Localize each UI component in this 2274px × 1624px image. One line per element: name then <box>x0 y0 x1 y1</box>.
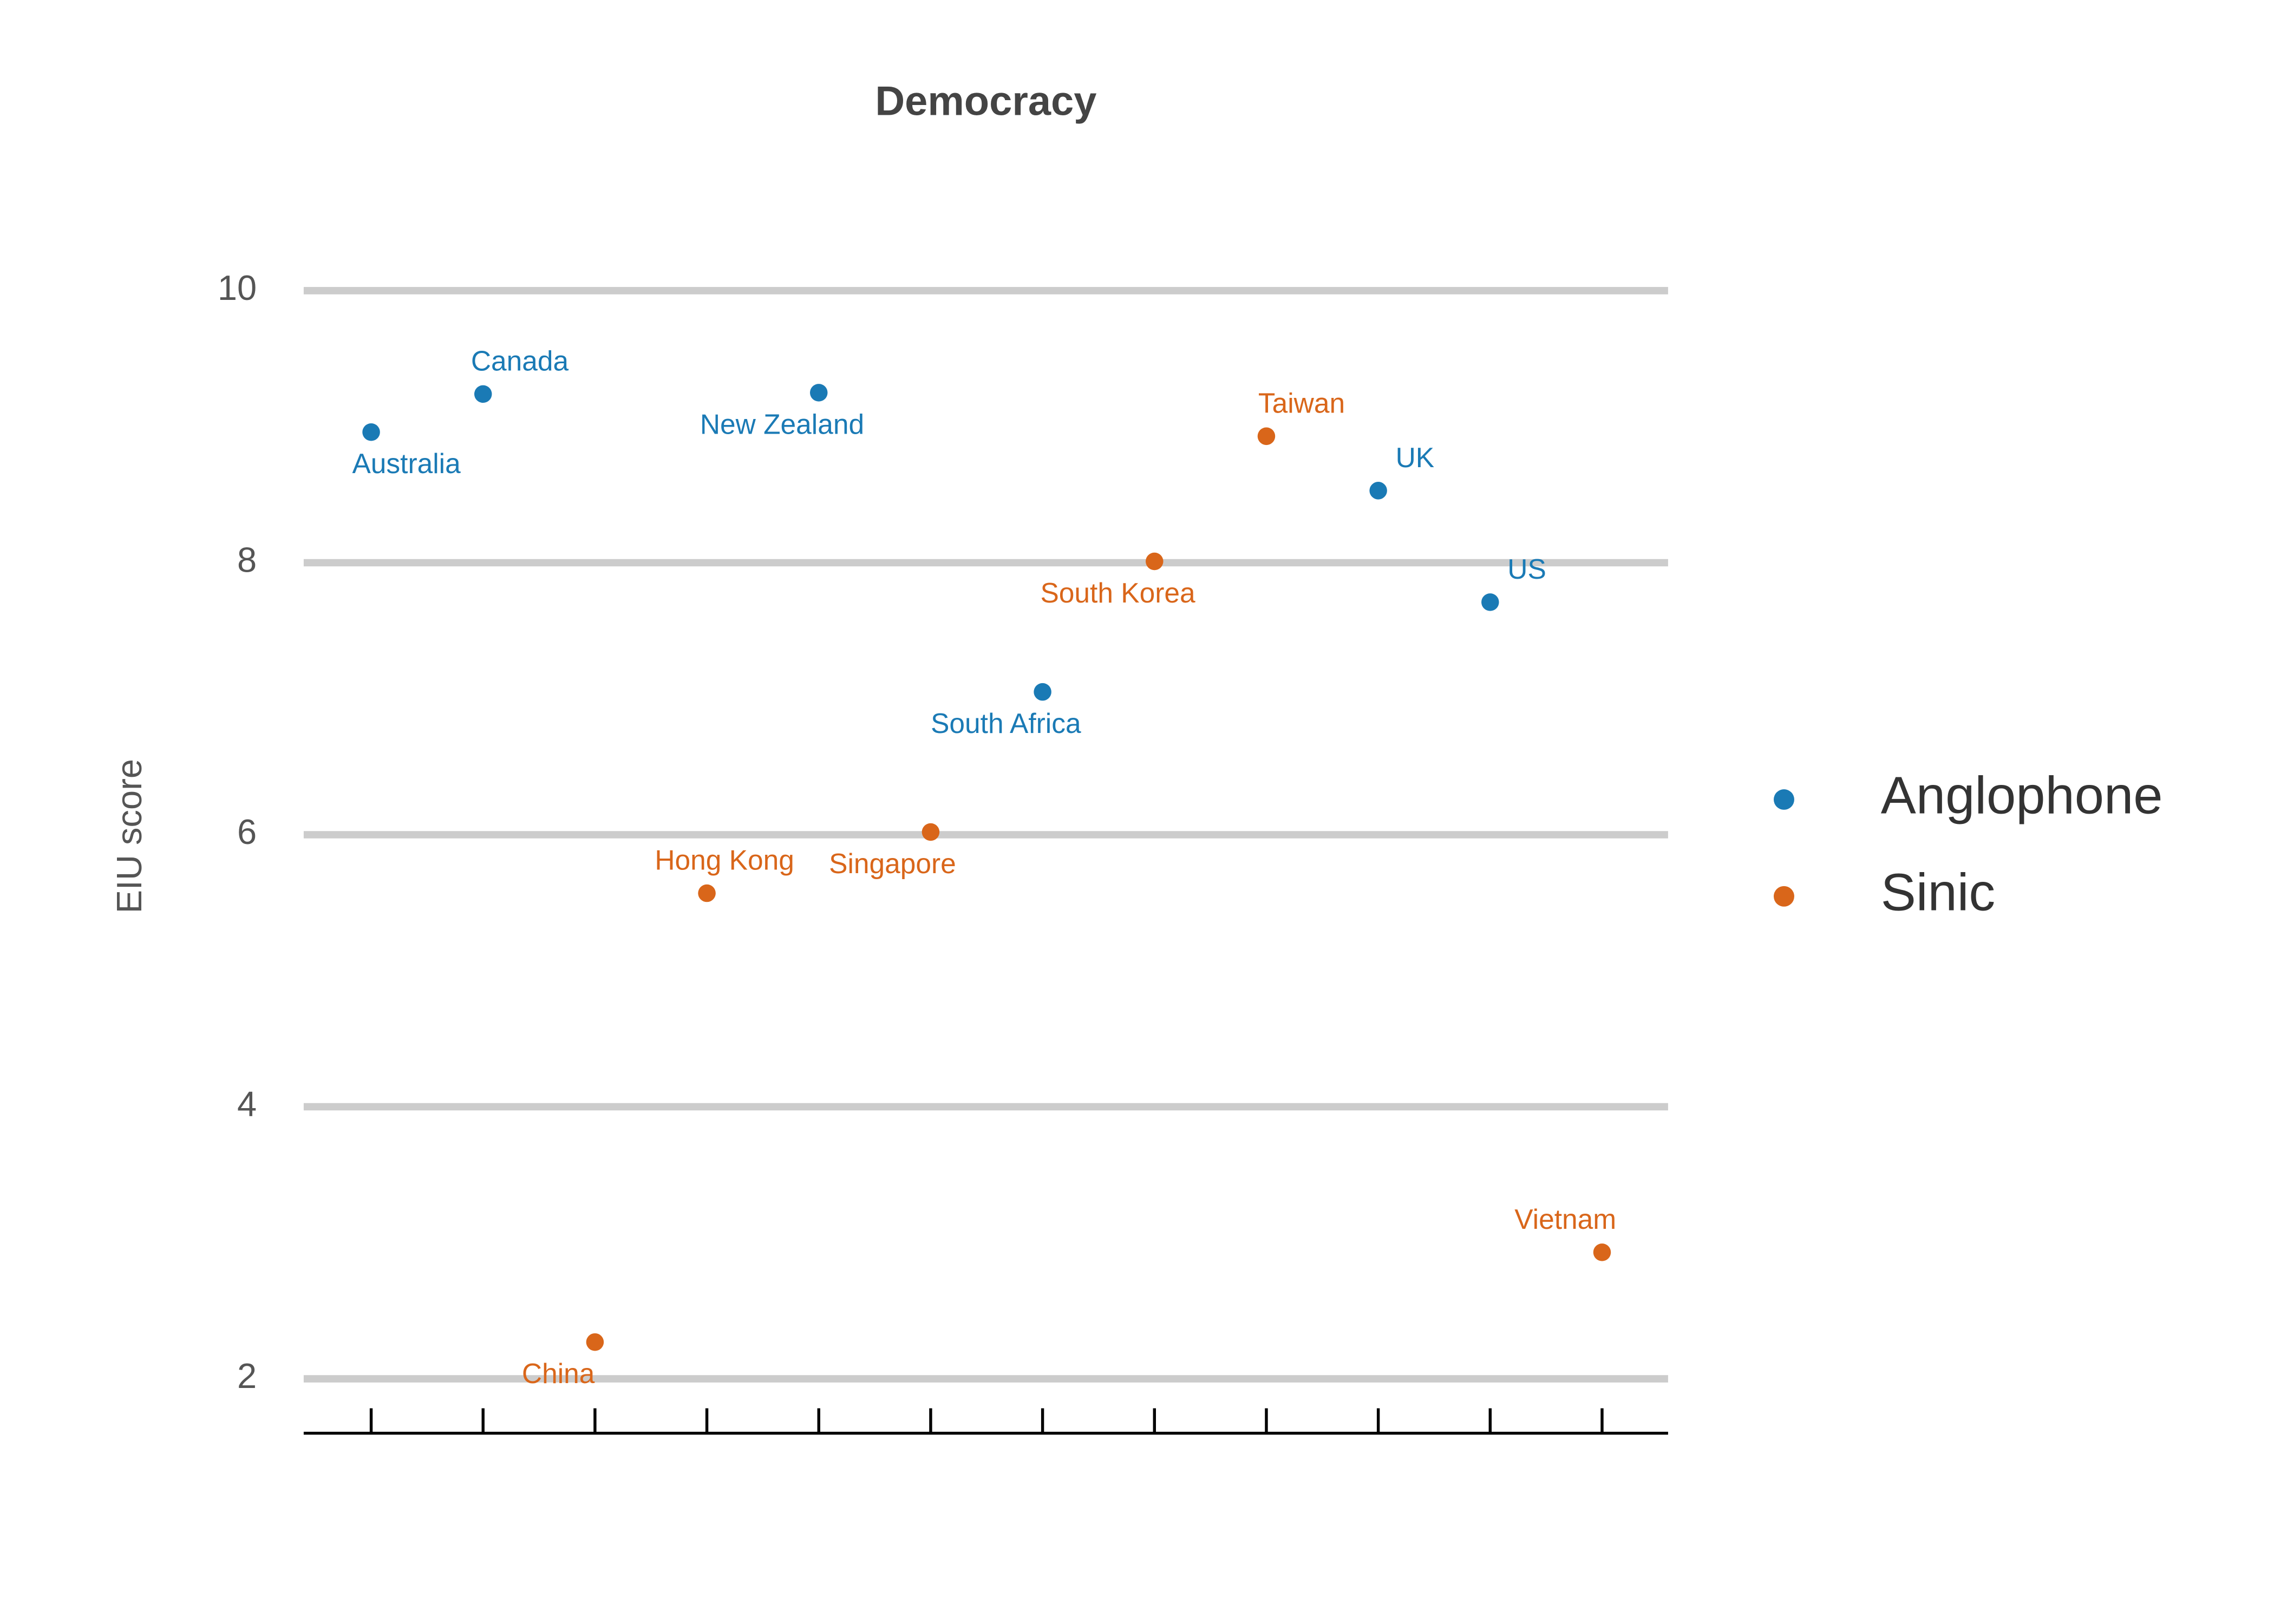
point <box>474 385 492 403</box>
legend-label: Anglophone <box>1881 766 2163 825</box>
chart-title: Democracy <box>875 78 1096 125</box>
point <box>922 823 940 841</box>
point <box>1369 482 1387 500</box>
point <box>1146 552 1164 571</box>
y-tick-label: 2 <box>237 1356 257 1396</box>
point <box>698 884 716 902</box>
point <box>809 384 828 402</box>
point <box>586 1333 604 1351</box>
y-tick-label: 10 <box>218 268 257 307</box>
y-axis-label: EIU score <box>109 759 149 913</box>
point-label: UK <box>1396 442 1435 473</box>
point-label: US <box>1507 553 1546 585</box>
y-tick-label: 8 <box>237 540 257 580</box>
legend-marker <box>1774 886 1794 907</box>
point <box>1257 427 1276 446</box>
point-label: Hong Kong <box>655 844 794 876</box>
point-label: South Korea <box>1040 577 1195 608</box>
point <box>362 423 380 441</box>
point-label: South Africa <box>931 708 1081 739</box>
point-label: Canada <box>471 345 569 377</box>
point-label: Vietnam <box>1514 1203 1616 1235</box>
point-label: Singapore <box>829 848 956 879</box>
y-tick-label: 6 <box>237 812 257 852</box>
legend-marker <box>1774 789 1794 810</box>
point <box>1481 593 1499 611</box>
point <box>1593 1243 1611 1261</box>
point-label: Australia <box>352 448 461 479</box>
point <box>1034 683 1051 701</box>
y-tick-label: 4 <box>237 1084 257 1124</box>
legend-label: Sinic <box>1881 863 1995 922</box>
point-label: New Zealand <box>700 408 864 440</box>
point-label: Taiwan <box>1258 387 1345 418</box>
point-label: China <box>522 1358 595 1389</box>
